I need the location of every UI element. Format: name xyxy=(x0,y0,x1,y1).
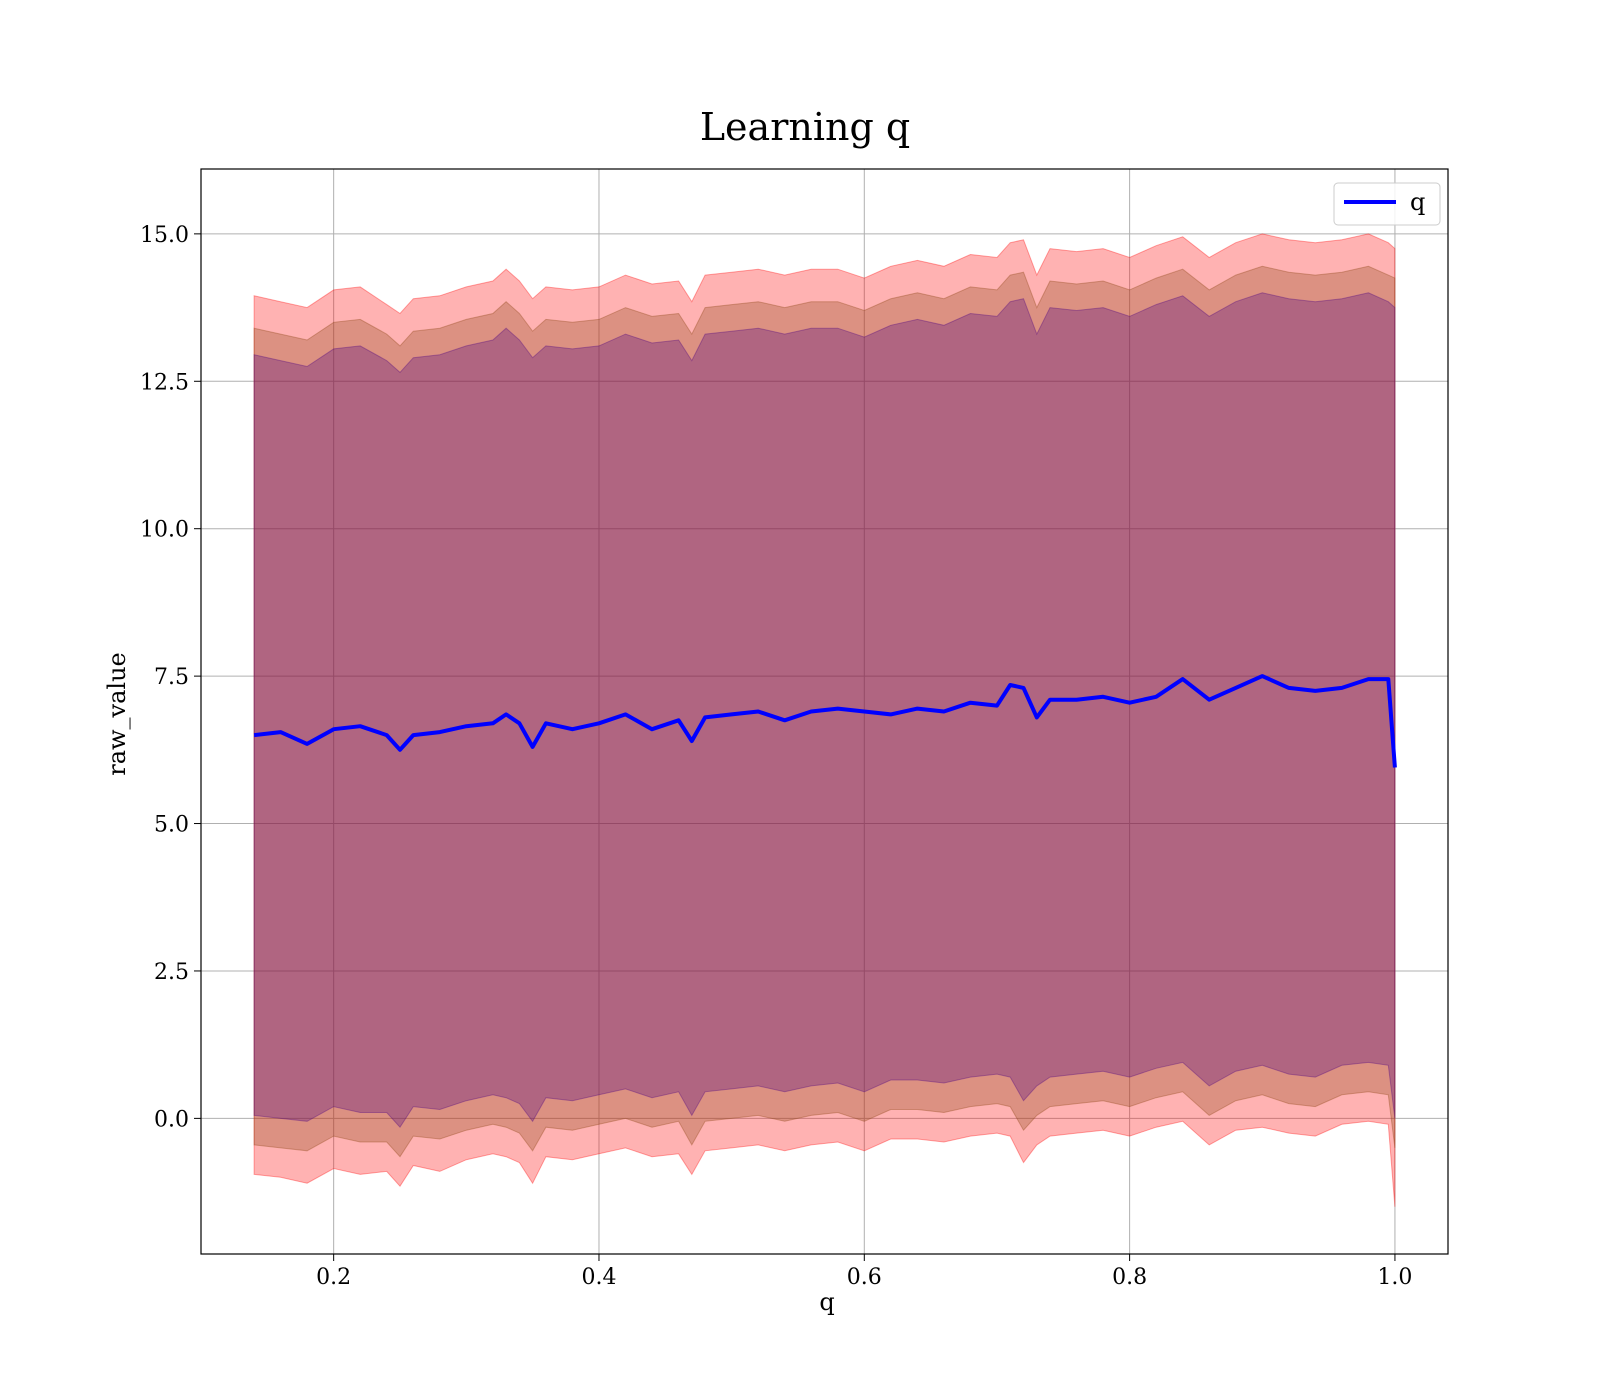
uncertainty-bands xyxy=(253,233,1396,1207)
y-axis-ticks: 0.0 2.5 5.0 7.5 10.0 12.5 15.0 xyxy=(140,223,201,1132)
y-tick-label: 5.0 xyxy=(154,813,189,838)
x-axis-label: q xyxy=(819,1288,834,1316)
x-axis-ticks: 0.2 0.4 0.6 0.8 1.0 xyxy=(316,1254,1412,1290)
y-tick-label: 10.0 xyxy=(140,518,189,543)
chart-title: Learning q xyxy=(700,105,910,149)
band-outer xyxy=(253,233,1396,1207)
y-tick-label: 15.0 xyxy=(140,223,189,248)
y-tick-label: 2.5 xyxy=(154,960,189,985)
legend: q xyxy=(1333,182,1441,226)
x-tick-label: 0.6 xyxy=(847,1265,882,1290)
y-axis-label: raw_value xyxy=(103,652,131,776)
x-tick-label: 1.0 xyxy=(1377,1265,1412,1290)
axes-frame xyxy=(200,168,1449,1255)
series-lines xyxy=(253,674,1397,768)
x-tick-label: 0.8 xyxy=(1112,1265,1147,1290)
y-tick-label: 0.0 xyxy=(154,1107,189,1132)
x-tick-label: 0.2 xyxy=(316,1265,351,1290)
series-line-q xyxy=(253,674,1397,768)
x-tick-label: 0.4 xyxy=(581,1265,616,1290)
y-tick-label: 7.5 xyxy=(154,665,189,690)
y-tick-label: 12.5 xyxy=(140,370,189,395)
plot-area xyxy=(201,169,1448,1254)
legend-label-q: q xyxy=(1410,188,1425,216)
